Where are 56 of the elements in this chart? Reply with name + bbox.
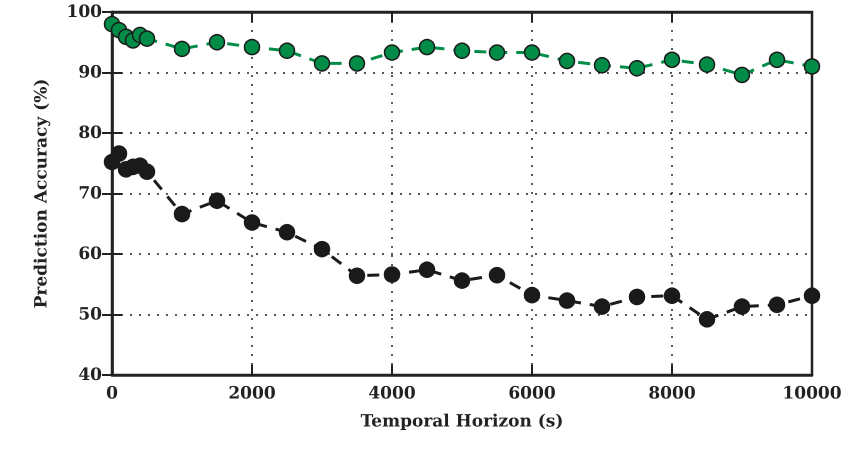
point bbox=[524, 44, 540, 61]
point bbox=[524, 286, 540, 304]
point bbox=[138, 30, 156, 47]
y-tick-label: 90 bbox=[78, 62, 102, 82]
point bbox=[664, 288, 680, 304]
point bbox=[698, 311, 716, 328]
y-tick-label: 50 bbox=[78, 304, 102, 324]
point bbox=[628, 288, 646, 306]
point bbox=[138, 163, 156, 180]
point bbox=[384, 44, 400, 61]
point bbox=[110, 145, 128, 162]
point bbox=[768, 296, 786, 314]
point bbox=[314, 240, 330, 258]
x-tick-label: 8000 bbox=[648, 384, 696, 404]
point bbox=[734, 298, 750, 315]
x-tick-label: 2000 bbox=[228, 384, 276, 404]
point bbox=[174, 40, 190, 58]
point bbox=[314, 55, 330, 72]
y-tick-label: 100 bbox=[66, 2, 102, 22]
point bbox=[418, 261, 436, 278]
y-tick-label: 70 bbox=[78, 184, 102, 204]
point bbox=[804, 58, 820, 75]
point bbox=[594, 298, 610, 315]
point bbox=[734, 66, 750, 84]
x-tick-label: 4000 bbox=[368, 384, 416, 404]
point bbox=[208, 192, 226, 210]
point bbox=[384, 266, 400, 283]
point bbox=[348, 55, 366, 72]
point bbox=[348, 268, 366, 284]
point bbox=[628, 60, 646, 77]
point bbox=[208, 34, 226, 50]
point bbox=[804, 288, 820, 304]
x-axis-title: Temporal Horizon (s) bbox=[360, 412, 564, 432]
y-tick-label: 80 bbox=[78, 123, 102, 143]
point bbox=[594, 56, 610, 74]
point bbox=[454, 272, 470, 289]
point bbox=[558, 52, 576, 70]
point bbox=[664, 52, 680, 68]
x-tick-label: 6000 bbox=[508, 384, 556, 404]
point bbox=[174, 206, 190, 222]
point bbox=[278, 224, 296, 240]
y-axis-title: Prediction Accuracy (%) bbox=[32, 78, 52, 308]
point bbox=[558, 292, 576, 309]
point bbox=[244, 214, 260, 231]
y-tick-label: 60 bbox=[78, 244, 102, 264]
point bbox=[418, 38, 436, 56]
point bbox=[454, 42, 470, 59]
point bbox=[698, 56, 716, 73]
point bbox=[488, 266, 506, 284]
point bbox=[488, 44, 506, 61]
y-tick-label: 40 bbox=[78, 365, 102, 385]
x-tick-label: 10000 bbox=[782, 384, 842, 404]
point bbox=[768, 52, 786, 68]
point bbox=[244, 38, 260, 56]
point bbox=[278, 42, 296, 59]
x-tick-label: 0 bbox=[106, 384, 118, 404]
